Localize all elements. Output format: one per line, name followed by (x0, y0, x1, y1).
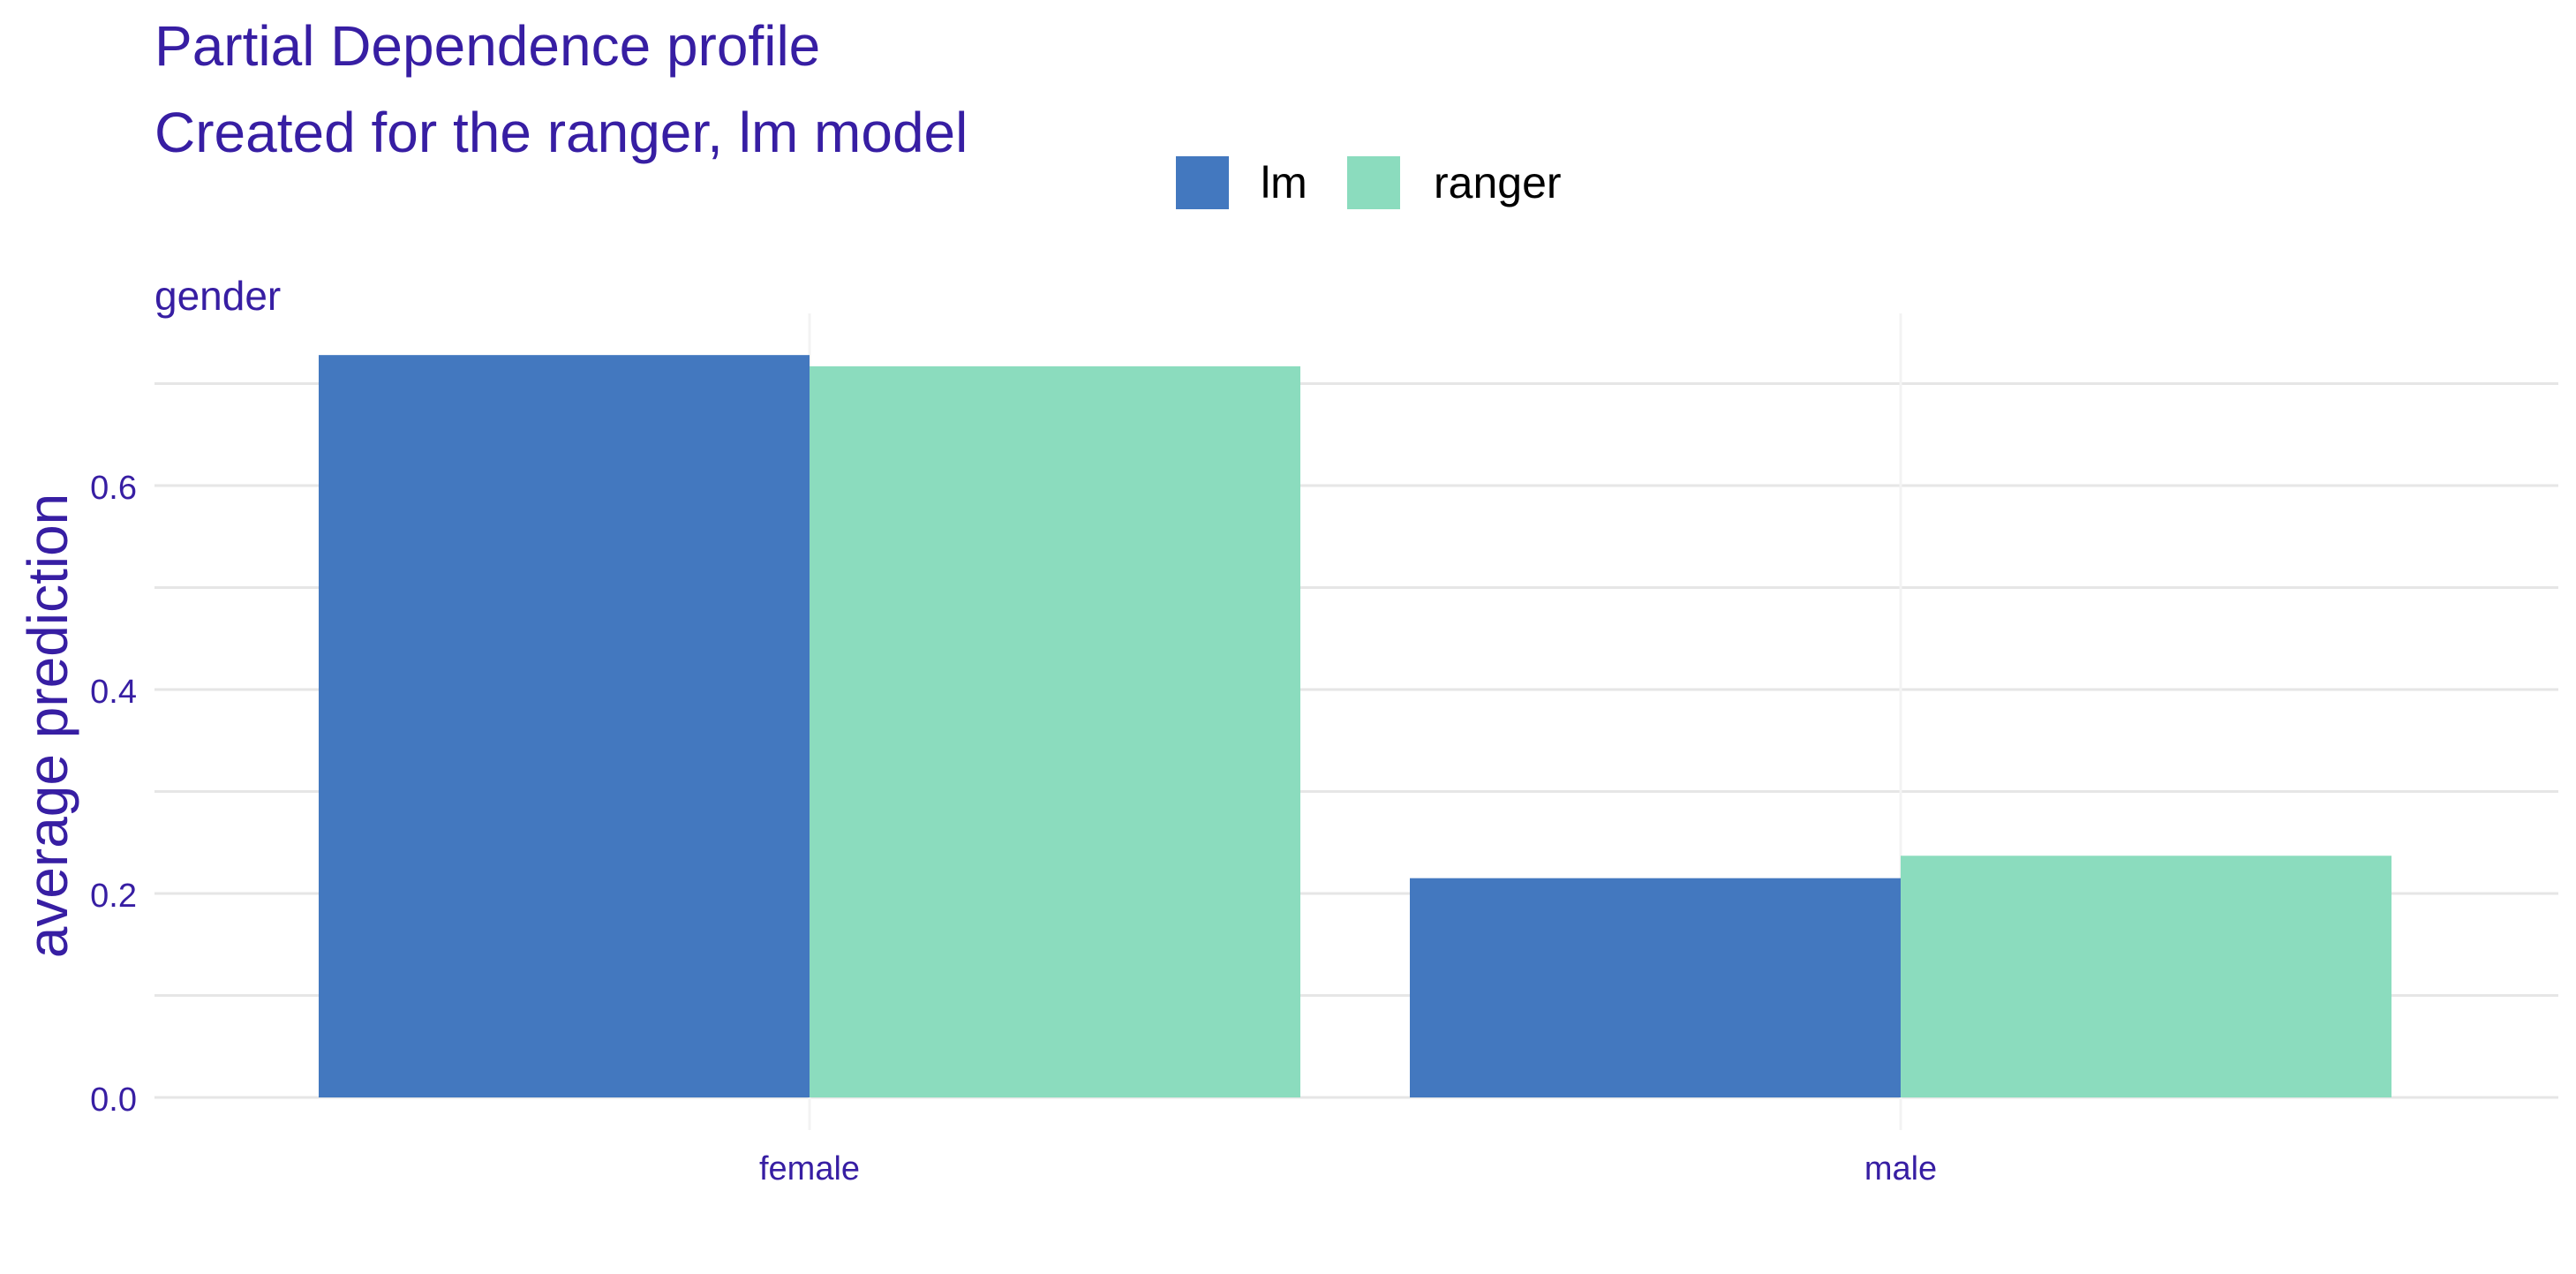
legend-label-ranger: ranger (1434, 158, 1562, 207)
y-tick-label: 0.4 (90, 674, 137, 711)
x-tick-label: female (759, 1150, 860, 1187)
legend-swatch-ranger (1347, 156, 1400, 209)
bar-ranger-female (810, 366, 1300, 1097)
legend-label-lm: lm (1261, 158, 1307, 207)
legend: lm ranger (1176, 156, 1562, 209)
y-axis-label: average prediction (16, 494, 79, 959)
bar-ranger-male (1901, 856, 2391, 1097)
y-tick-label: 0.2 (90, 878, 137, 915)
chart-title: Partial Dependence profile (154, 14, 820, 78)
chart-subtitle: Created for the ranger, lm model (154, 101, 968, 164)
bars (319, 355, 2391, 1097)
y-tick-label: 0.0 (90, 1082, 137, 1119)
y-axis: 0.0 0.2 0.4 0.6 (90, 470, 137, 1119)
y-tick-label: 0.6 (90, 470, 137, 507)
x-axis: female male (759, 1150, 1937, 1187)
bar-lm-female (319, 355, 810, 1097)
bar-lm-male (1410, 878, 1901, 1097)
x-tick-label: male (1864, 1150, 1937, 1187)
facet-label: gender (154, 273, 281, 319)
legend-swatch-lm (1176, 156, 1229, 209)
